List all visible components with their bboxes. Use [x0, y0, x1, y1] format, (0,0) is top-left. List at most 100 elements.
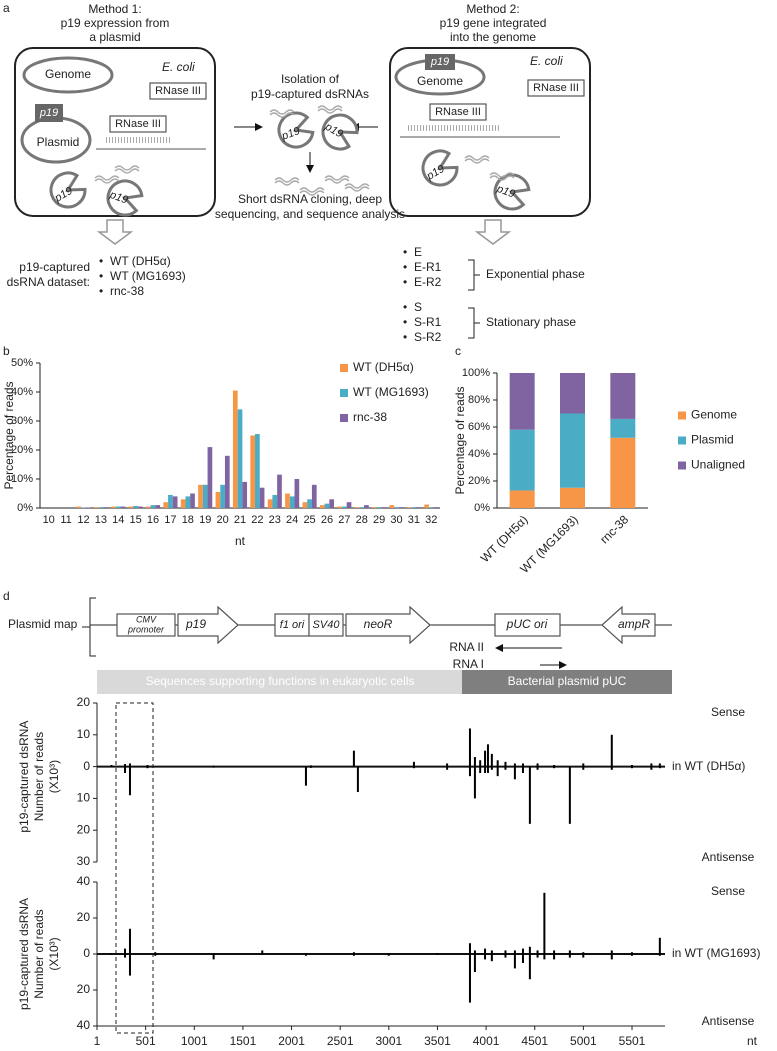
read-spike	[658, 937, 661, 954]
bar	[168, 494, 173, 508]
x-tick-label: 31	[408, 514, 420, 526]
bar	[202, 484, 208, 508]
bar	[416, 507, 421, 508]
dsrna	[94, 175, 120, 184]
dataset-item: E-R2	[414, 275, 442, 289]
dsrna	[464, 155, 490, 164]
read-spike	[473, 950, 476, 954]
x-tick-label: 24	[286, 514, 298, 526]
read-spike	[513, 766, 516, 780]
x-tick-label: 19	[199, 514, 211, 526]
rnase-box	[109, 115, 167, 133]
panel-label: a	[3, 1, 10, 15]
read-spike	[553, 766, 556, 769]
read-spike	[468, 728, 471, 767]
bar	[103, 507, 108, 508]
bar	[319, 505, 325, 508]
feature	[116, 613, 176, 637]
legend-swatch	[678, 461, 686, 470]
p19-shape	[493, 173, 531, 211]
bar	[411, 507, 417, 508]
read-spike	[528, 954, 531, 980]
read-spike	[484, 948, 487, 954]
y-tick-label: 0	[83, 759, 90, 773]
series-label: Sense	[711, 705, 745, 719]
read-spike	[352, 952, 355, 954]
transcript-label: RNA II	[449, 640, 484, 654]
x-tick-label: 1501	[230, 1034, 257, 1048]
title-line: p19 expression from	[61, 16, 170, 30]
bar	[372, 507, 377, 508]
x-tick-label: 11	[60, 514, 71, 526]
genome-label: Genome	[45, 67, 91, 81]
bar	[267, 499, 273, 508]
y-axis-label: (X10³)	[47, 760, 61, 793]
p19-protein: p19	[106, 179, 144, 217]
bar	[346, 502, 352, 508]
strain-label: in WT (DH5α)	[672, 759, 745, 773]
title-line: into the genome	[450, 30, 536, 44]
method2-title: Method 2: p19 gene integrated into the g…	[440, 2, 547, 44]
read-spike	[212, 766, 215, 768]
feature-label: SV40	[313, 619, 341, 631]
p19-protein: p19	[421, 149, 459, 187]
read-spike	[610, 734, 613, 767]
x-tick-label: 16	[147, 514, 159, 526]
read-spike	[473, 757, 476, 767]
rnase-box	[429, 103, 487, 121]
read-spike	[412, 761, 415, 767]
y-tick-label: 0	[83, 946, 90, 960]
dsrna	[274, 177, 300, 186]
bar	[133, 505, 138, 508]
bar	[285, 493, 290, 508]
bar	[398, 507, 404, 508]
bar	[259, 487, 265, 508]
x-tick-label: 5501	[619, 1034, 646, 1048]
y-tick-label: 20%	[11, 444, 33, 456]
bar	[294, 479, 300, 508]
read-spike	[568, 766, 571, 824]
legend-label: WT (DH5α)	[353, 360, 414, 374]
bar	[207, 447, 213, 508]
read-spike	[128, 763, 131, 767]
read-spike	[582, 763, 585, 767]
title-line: a plasmid	[89, 30, 140, 44]
legend-swatch	[340, 389, 348, 397]
y-tick-label: 20%	[468, 475, 490, 487]
feature-label: f1 ori	[280, 619, 305, 631]
bar	[428, 507, 434, 508]
region-label: Sequences supporting functions in eukary…	[146, 674, 415, 688]
legend-swatch	[678, 411, 686, 420]
p19-protein: p19	[321, 113, 359, 151]
bar-segment	[610, 418, 636, 438]
read-spike	[479, 760, 482, 767]
y-tick-label: 50%	[11, 357, 33, 369]
bar-segment	[509, 373, 535, 430]
rnase-box	[149, 82, 207, 100]
region-label: Bacterial plasmid pUC	[508, 674, 627, 688]
dsrna	[324, 175, 350, 184]
p19-gene	[425, 54, 455, 70]
x-tick-label: 10	[43, 514, 55, 526]
read-spike	[436, 953, 439, 954]
phase-label: Exponential phase	[486, 267, 585, 281]
read-spike	[484, 750, 487, 767]
region-bar	[462, 670, 672, 694]
bar	[115, 506, 121, 508]
bar-segment	[610, 437, 636, 508]
bar-segment	[560, 373, 585, 414]
read-spike	[528, 946, 531, 954]
bullet: •	[99, 254, 103, 268]
bullet: •	[403, 300, 407, 314]
read-spike	[479, 766, 482, 773]
read-spike	[543, 892, 546, 954]
x-tick-label: 18	[182, 514, 194, 526]
x-tick-label: 32	[425, 514, 437, 526]
read-spike	[352, 750, 355, 767]
read-spike	[446, 766, 449, 770]
x-tick-label: 22	[251, 514, 263, 526]
title-line: Method 2:	[466, 2, 519, 16]
read-spike	[146, 766, 149, 769]
y-axis-label: Percentage of reads	[2, 381, 16, 489]
bar	[150, 505, 156, 508]
